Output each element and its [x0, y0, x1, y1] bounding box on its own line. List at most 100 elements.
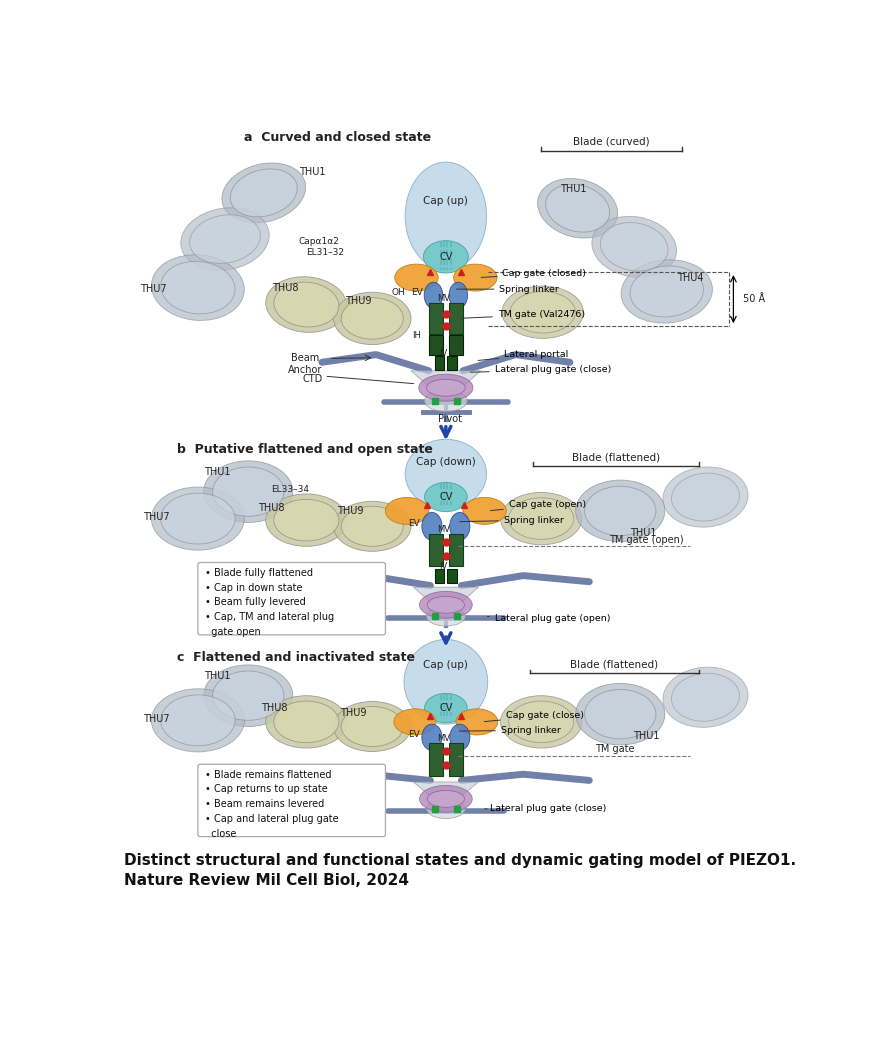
- Text: OH: OH: [391, 289, 405, 297]
- FancyBboxPatch shape: [197, 563, 385, 635]
- Ellipse shape: [333, 501, 410, 551]
- Text: Cap gate (open): Cap gate (open): [490, 500, 585, 511]
- Ellipse shape: [501, 286, 583, 339]
- Bar: [448, 743, 462, 775]
- Text: THU4: THU4: [677, 273, 703, 284]
- Text: Capα1α2: Capα1α2: [298, 237, 339, 246]
- Bar: [428, 336, 442, 355]
- Text: MV: MV: [436, 734, 449, 743]
- Bar: [448, 303, 462, 333]
- Bar: [447, 568, 456, 583]
- Text: THU9: THU9: [345, 296, 371, 307]
- Ellipse shape: [151, 689, 244, 752]
- Ellipse shape: [455, 708, 497, 735]
- Text: CTD: CTD: [302, 374, 322, 384]
- Ellipse shape: [453, 264, 496, 291]
- Ellipse shape: [537, 178, 617, 238]
- Ellipse shape: [424, 482, 467, 512]
- Text: 50 Å: 50 Å: [742, 294, 764, 304]
- Text: Lateral plug gate (open): Lateral plug gate (open): [487, 614, 609, 623]
- Ellipse shape: [449, 513, 469, 541]
- Text: Anchor: Anchor: [288, 365, 322, 375]
- Text: THU8: THU8: [258, 502, 284, 513]
- Ellipse shape: [203, 461, 293, 523]
- Ellipse shape: [161, 695, 235, 746]
- Text: • Blade remains flattened
• Cap returns to up state
• Beam remains levered
• Cap: • Blade remains flattened • Cap returns …: [204, 770, 338, 839]
- Text: Spring linker: Spring linker: [459, 725, 561, 735]
- Ellipse shape: [222, 162, 305, 223]
- Ellipse shape: [662, 467, 747, 527]
- Ellipse shape: [671, 673, 739, 721]
- Ellipse shape: [274, 701, 339, 742]
- Ellipse shape: [189, 215, 260, 263]
- Ellipse shape: [426, 800, 465, 819]
- Ellipse shape: [419, 592, 472, 618]
- Ellipse shape: [212, 467, 283, 516]
- Ellipse shape: [584, 486, 655, 535]
- Ellipse shape: [203, 665, 293, 726]
- Text: Lateral plug gate (close): Lateral plug gate (close): [484, 804, 606, 813]
- Ellipse shape: [584, 689, 655, 739]
- Ellipse shape: [161, 261, 235, 314]
- Text: Cap gate (close): Cap gate (close): [484, 712, 583, 721]
- Text: TM gate (Val2476): TM gate (Val2476): [461, 310, 584, 319]
- Text: THU7: THU7: [143, 512, 170, 523]
- Ellipse shape: [509, 291, 574, 333]
- Polygon shape: [413, 782, 478, 799]
- Text: THU9: THU9: [337, 506, 363, 516]
- Text: TM gate (open): TM gate (open): [608, 535, 682, 545]
- Text: Blade (flattened): Blade (flattened): [572, 452, 660, 462]
- Text: THU7: THU7: [140, 285, 167, 294]
- Ellipse shape: [508, 498, 573, 539]
- Ellipse shape: [449, 724, 469, 751]
- Text: Blade (curved): Blade (curved): [572, 136, 648, 147]
- Text: Beam: Beam: [291, 354, 319, 363]
- Text: THU1: THU1: [203, 671, 230, 682]
- Text: THU8: THU8: [261, 703, 288, 713]
- Text: Pivot: Pivot: [438, 413, 461, 424]
- Polygon shape: [413, 587, 478, 605]
- Ellipse shape: [424, 282, 442, 308]
- Text: CV: CV: [439, 492, 452, 502]
- Ellipse shape: [212, 671, 283, 720]
- Ellipse shape: [385, 497, 428, 525]
- Text: MV: MV: [436, 294, 449, 303]
- Ellipse shape: [333, 292, 410, 344]
- Bar: [428, 534, 442, 566]
- Ellipse shape: [274, 282, 338, 327]
- Polygon shape: [410, 371, 481, 390]
- Text: TM gate: TM gate: [594, 743, 634, 754]
- Ellipse shape: [265, 696, 347, 748]
- Ellipse shape: [575, 480, 664, 542]
- Text: Cap (up): Cap (up): [423, 195, 468, 206]
- Text: IV: IV: [439, 349, 448, 358]
- Text: THU1: THU1: [560, 184, 587, 194]
- Text: Blade (flattened): Blade (flattened): [569, 660, 657, 670]
- Ellipse shape: [395, 264, 438, 291]
- Text: EV: EV: [408, 519, 420, 529]
- Text: Nature Review Mil Cell Biol, 2024: Nature Review Mil Cell Biol, 2024: [124, 873, 408, 888]
- Ellipse shape: [629, 266, 703, 316]
- Ellipse shape: [575, 683, 664, 744]
- Ellipse shape: [426, 606, 465, 626]
- Bar: [434, 568, 444, 583]
- Text: EL33–34: EL33–34: [271, 485, 309, 494]
- Ellipse shape: [426, 379, 465, 396]
- Text: MV: MV: [436, 525, 449, 534]
- Ellipse shape: [662, 667, 747, 727]
- Ellipse shape: [423, 241, 468, 273]
- Ellipse shape: [418, 374, 473, 401]
- Bar: [447, 356, 456, 370]
- FancyBboxPatch shape: [197, 765, 385, 837]
- Ellipse shape: [427, 790, 464, 807]
- Ellipse shape: [405, 440, 486, 509]
- Text: Cap (down): Cap (down): [415, 458, 475, 467]
- Ellipse shape: [230, 169, 297, 217]
- Ellipse shape: [341, 297, 403, 339]
- Ellipse shape: [591, 217, 676, 277]
- Bar: [428, 303, 442, 333]
- Ellipse shape: [448, 282, 467, 308]
- Ellipse shape: [421, 724, 441, 751]
- Ellipse shape: [671, 473, 739, 521]
- Ellipse shape: [394, 708, 435, 735]
